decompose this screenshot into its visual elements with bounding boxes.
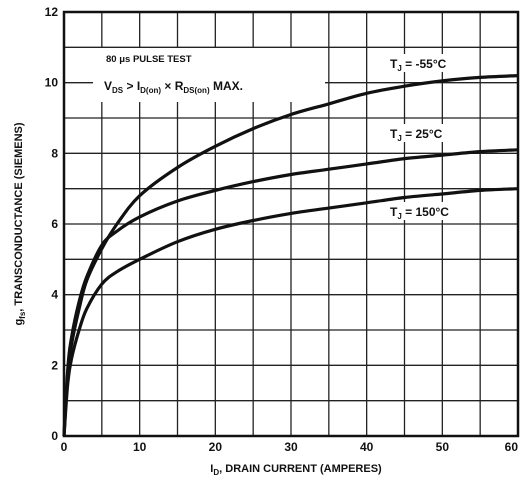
series-label-bg-25 bbox=[388, 124, 468, 142]
series-label-150-rest: = 150°C bbox=[402, 205, 449, 219]
x-tick-label: 10 bbox=[133, 440, 147, 454]
x-axis-title: ID, DRAIN CURRENT (AMPERES) bbox=[210, 463, 382, 477]
series-label-25-rest: = 25°C bbox=[402, 127, 443, 141]
series-label-bg-150 bbox=[388, 202, 476, 220]
y-tick-label: 4 bbox=[51, 288, 58, 302]
series-label-minus55-rest: = -55°C bbox=[402, 57, 447, 71]
y-axis-title-rest: , TRANSCONDUCTANCE (SIEMENS) bbox=[13, 122, 25, 312]
y-tick-label: 2 bbox=[51, 358, 58, 372]
x-axis-title-main: I bbox=[210, 463, 213, 475]
x-tick-label: 20 bbox=[209, 440, 223, 454]
condition-max: MAX. bbox=[210, 79, 243, 93]
condition-vds: V bbox=[104, 79, 112, 93]
series-label-150-main: T bbox=[390, 205, 398, 219]
series-line-minus55 bbox=[62, 74, 519, 437]
series-label-150: TJ = 150°C bbox=[390, 205, 449, 221]
x-tick-label: 40 bbox=[360, 440, 374, 454]
series-label-bg-55 bbox=[388, 54, 470, 72]
y-tick-label: 12 bbox=[45, 5, 59, 19]
plot-frame bbox=[62, 10, 520, 438]
series-label-150-sub: J bbox=[397, 212, 401, 221]
y-axis-title: gfs, TRANSCONDUCTANCE (SIEMENS) bbox=[13, 122, 27, 325]
x-tick-label: 60 bbox=[505, 440, 519, 454]
x-axis-title-rest: , DRAIN CURRENT (AMPERES) bbox=[219, 463, 382, 475]
condition-gt-id: > I bbox=[123, 79, 140, 93]
series-label-minus55: TJ = -55°C bbox=[390, 57, 447, 73]
series-label-minus55-main: T bbox=[390, 57, 398, 71]
series-curves bbox=[62, 74, 519, 437]
series-label-minus55-sub: J bbox=[397, 64, 401, 73]
y-tick-label: 0 bbox=[51, 429, 58, 443]
y-tick-label: 8 bbox=[51, 146, 58, 160]
x-tick-labels: 0 10 20 30 40 50 60 bbox=[61, 440, 519, 454]
series-label-25-sub: J bbox=[397, 134, 401, 143]
y-tick-labels: 0 2 4 6 8 10 12 bbox=[45, 5, 59, 443]
x-tick-label: 50 bbox=[436, 440, 450, 454]
condition-times-r: × R bbox=[161, 79, 184, 93]
y-axis-title-sub: fs bbox=[18, 311, 27, 319]
y-axis-title-main: g bbox=[13, 319, 25, 326]
y-tick-label: 6 bbox=[51, 217, 58, 231]
y-tick-label: 10 bbox=[45, 76, 59, 90]
condition-rds-sub: DS(on) bbox=[183, 86, 210, 95]
x-tick-label: 0 bbox=[61, 440, 68, 454]
series-line-25 bbox=[62, 148, 519, 437]
condition-label: VDS > ID(on) × RDS(on) MAX. bbox=[104, 79, 243, 95]
x-tick-label: 30 bbox=[284, 440, 298, 454]
condition-id-sub: D(on) bbox=[140, 86, 161, 95]
annotation-box bbox=[93, 48, 325, 102]
x-axis-title-sub: D bbox=[213, 468, 219, 477]
series-line-150 bbox=[62, 187, 519, 437]
condition-vds-sub: DS bbox=[112, 86, 124, 95]
series-label-25-main: T bbox=[390, 127, 398, 141]
series-label-25: TJ = 25°C bbox=[390, 127, 443, 143]
pulse-test-label: 80 μs PULSE TEST bbox=[106, 54, 192, 65]
